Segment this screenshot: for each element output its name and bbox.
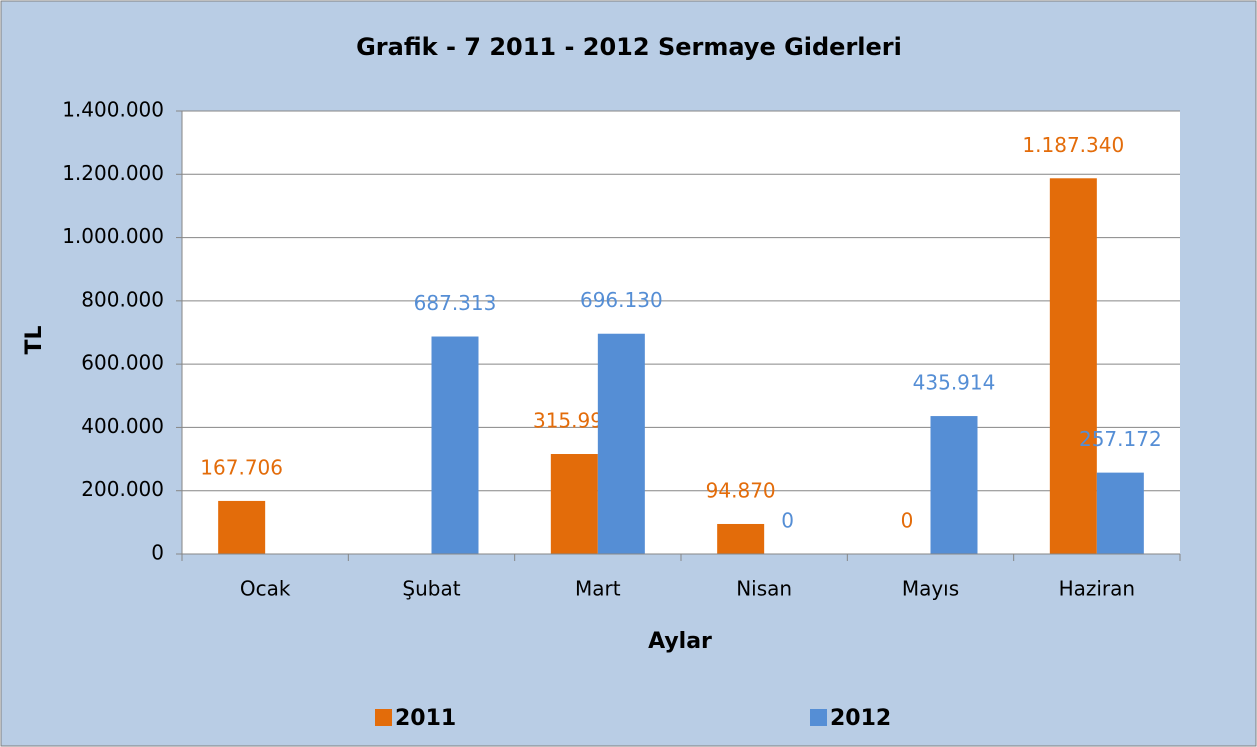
x-tick-label: Şubat xyxy=(402,577,460,601)
y-tick-label: 1.200.000 xyxy=(62,161,164,185)
plot-area xyxy=(182,111,1180,554)
data-label: 1.187.340 xyxy=(1022,133,1124,157)
y-tick-label: 800.000 xyxy=(81,287,164,311)
data-label: 94.870 xyxy=(706,478,776,502)
legend-label: 2011 xyxy=(395,706,456,731)
data-label: 0 xyxy=(901,509,914,533)
y-tick-label: 400.000 xyxy=(81,414,164,438)
data-label: 257.172 xyxy=(1079,427,1162,451)
legend-swatch xyxy=(810,709,827,726)
data-label: 687.313 xyxy=(414,291,497,315)
bar xyxy=(1049,178,1097,555)
data-label: 696.130 xyxy=(580,288,663,312)
data-label: 167.706 xyxy=(200,455,283,479)
y-tick-label: 200.000 xyxy=(81,477,164,501)
bar xyxy=(717,523,765,554)
bar xyxy=(431,336,479,554)
bar xyxy=(597,333,645,554)
data-label: 435.914 xyxy=(913,371,996,395)
bar xyxy=(1096,472,1144,554)
bar xyxy=(550,454,598,554)
y-tick-label: 1.000.000 xyxy=(62,224,164,248)
chart-title: Grafik - 7 2011 - 2012 Sermaye Giderleri xyxy=(356,33,902,61)
legend-label: 2012 xyxy=(830,706,891,731)
x-tick-label: Mart xyxy=(575,577,621,601)
legend-swatch xyxy=(375,709,392,726)
y-axis-label: TL xyxy=(22,325,47,354)
x-tick-label: Haziran xyxy=(1059,577,1136,601)
y-tick-label: 1.400.000 xyxy=(62,98,164,122)
x-tick-label: Ocak xyxy=(240,577,291,601)
data-label: 0 xyxy=(781,509,794,533)
bar xyxy=(218,500,266,554)
x-tick-label: Nisan xyxy=(736,577,792,601)
x-axis-label: Aylar xyxy=(648,629,712,654)
y-tick-label: 0 xyxy=(151,541,164,565)
bar xyxy=(930,416,978,554)
x-tick-label: Mayıs xyxy=(902,577,959,601)
y-tick-label: 600.000 xyxy=(81,351,164,375)
